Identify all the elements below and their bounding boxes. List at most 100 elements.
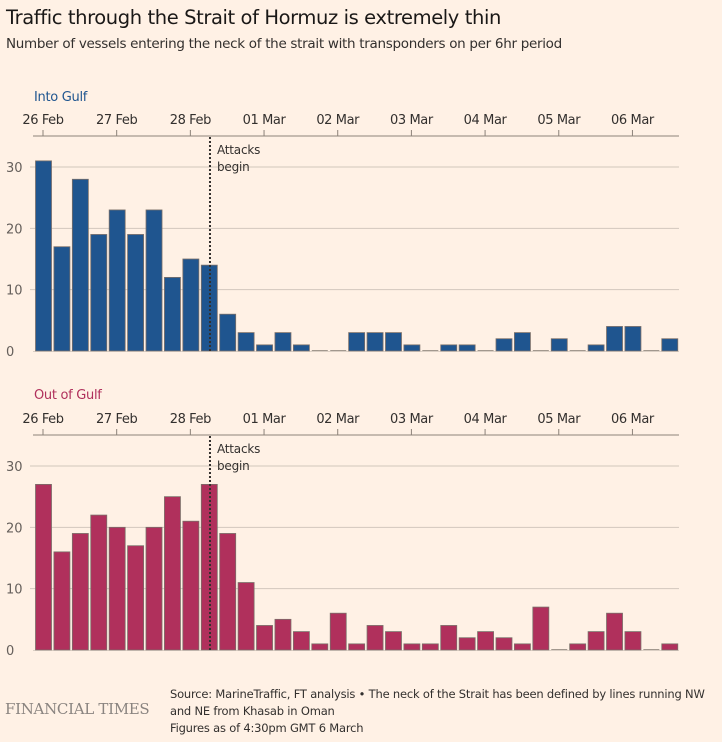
into-gulf-bar: [661, 338, 679, 352]
out-of-gulf-attacks-annotation-line2: begin: [217, 459, 250, 473]
into-gulf-bar: [495, 338, 513, 352]
into-gulf-x-tick-label: 01 Mar: [243, 113, 287, 128]
into-gulf-bar: [330, 350, 347, 351]
out-of-gulf-y-tick-label: 20: [6, 521, 23, 536]
source-footer: Source: MarineTraffic, FT analysis • The…: [170, 686, 710, 737]
out-of-gulf-bar: [440, 625, 458, 651]
out-of-gulf-bar: [219, 533, 237, 651]
into-gulf-bar: [606, 326, 623, 352]
into-gulf-attacks-annotation-line2: begin: [217, 160, 250, 174]
out-of-gulf-bar: [514, 643, 531, 651]
into-gulf-bar: [127, 234, 144, 352]
into-gulf-bar: [385, 332, 402, 352]
out-of-gulf-x-tick-label: 06 Mar: [611, 412, 655, 427]
out-of-gulf-bar: [477, 631, 494, 651]
chart-subtitle: Number of vessels entering the neck of t…: [6, 36, 562, 52]
into-gulf-bar: [237, 332, 255, 352]
into-gulf-bar: [274, 332, 292, 352]
out-of-gulf-x-tick-label: 28 Feb: [170, 412, 211, 427]
out-of-gulf-bar: [292, 631, 310, 651]
into-gulf-x-tick-label: 26 Feb: [22, 113, 63, 128]
out-of-gulf-x-tick-label: 26 Feb: [22, 412, 63, 427]
into-gulf-x-tick-label: 04 Mar: [464, 113, 508, 128]
out-of-gulf-bar: [551, 649, 568, 650]
into-gulf-bar: [514, 332, 531, 352]
out-of-gulf-bar: [661, 643, 679, 651]
figures-note: Figures as of 4:30pm GMT 6 March: [170, 721, 364, 735]
out-of-gulf-y-tick-label: 10: [6, 583, 23, 598]
out-of-gulf-bar: [35, 483, 52, 651]
out-of-gulf-bar: [145, 526, 163, 651]
into-gulf-y-tick-label: 30: [6, 161, 23, 176]
out-of-gulf-bar: [385, 631, 402, 651]
source-line-1: Source: MarineTraffic, FT analysis • The…: [170, 687, 705, 701]
into-gulf-bar: [587, 344, 605, 352]
into-gulf-x-tick-label: 02 Mar: [316, 113, 360, 128]
into-gulf-bar: [624, 326, 642, 352]
into-gulf-bar: [643, 350, 660, 351]
chart-title: Traffic through the Strait of Hormuz is …: [6, 6, 501, 29]
into-gulf-bar: [458, 344, 476, 352]
into-gulf-y-tick-label: 10: [6, 284, 23, 299]
into-gulf-bar: [550, 338, 568, 352]
into-gulf-bar: [422, 350, 439, 351]
into-gulf-bar: [477, 350, 494, 351]
into-gulf-bar: [219, 313, 237, 352]
into-gulf-x-tick-label: 06 Mar: [611, 113, 655, 128]
out-of-gulf-bar: [348, 643, 366, 651]
ft-logo: FINANCIAL TIMES: [5, 700, 150, 718]
into-gulf-bar: [71, 178, 89, 352]
into-gulf-y-tick-label: 0: [6, 345, 14, 360]
into-gulf-x-tick-label: 28 Feb: [170, 113, 211, 128]
out-of-gulf-x-tick-label: 04 Mar: [464, 412, 508, 427]
out-of-gulf-bar: [587, 631, 605, 651]
into-gulf-bar: [366, 332, 384, 352]
out-of-gulf-bar: [164, 496, 181, 651]
into-gulf-bar: [403, 344, 421, 352]
out-of-gulf-bar: [127, 545, 144, 651]
out-of-gulf-bar: [495, 637, 513, 651]
out-of-gulf-bar: [403, 643, 421, 651]
out-of-gulf-bar: [90, 514, 108, 651]
into-gulf-bar: [532, 350, 549, 351]
out-of-gulf-x-tick-label: 03 Mar: [390, 412, 434, 427]
out-of-gulf-bar: [53, 551, 71, 651]
out-of-gulf-x-tick-label: 05 Mar: [537, 412, 581, 427]
source-line-2: and NE from Khasab in Oman: [170, 704, 335, 718]
into-gulf-bar: [35, 160, 52, 352]
into-gulf-x-tick-label: 27 Feb: [96, 113, 137, 128]
out-of-gulf-bar: [624, 631, 642, 651]
into-gulf-attacks-annotation-line1: Attacks: [217, 143, 260, 157]
out-of-gulf-bar: [311, 643, 329, 651]
into-gulf-bar: [440, 344, 458, 352]
out-of-gulf-bar: [329, 612, 347, 651]
out-of-gulf-bar: [458, 637, 476, 651]
out-of-gulf-bar: [256, 625, 273, 651]
out-of-gulf-y-tick-label: 0: [6, 644, 14, 659]
into-gulf-bar: [53, 246, 71, 352]
out-of-gulf-bar: [532, 606, 550, 651]
out-of-gulf-x-tick-label: 27 Feb: [96, 412, 137, 427]
into-gulf-bar: [182, 258, 200, 352]
out-of-gulf-bar: [643, 649, 660, 650]
out-of-gulf-bar: [274, 618, 292, 651]
into-gulf-x-tick-label: 05 Mar: [537, 113, 581, 128]
into-gulf-bar: [292, 344, 310, 352]
into-gulf-bar: [311, 350, 328, 351]
into-gulf-bar: [90, 234, 108, 352]
out-of-gulf-y-tick-label: 30: [6, 460, 23, 475]
out-of-gulf-x-tick-label: 02 Mar: [316, 412, 360, 427]
out-of-gulf-bar: [421, 643, 439, 651]
into-gulf-bar: [569, 350, 586, 351]
out-of-gulf-series-label: Out of Gulf: [34, 388, 102, 403]
out-of-gulf-bar: [366, 625, 384, 651]
into-gulf-series-label: Into Gulf: [34, 90, 88, 105]
into-gulf-bar: [108, 209, 126, 352]
into-gulf-bar: [145, 209, 163, 352]
out-of-gulf-bar: [108, 526, 126, 651]
into-gulf-y-tick-label: 20: [6, 222, 23, 237]
into-gulf-bar: [348, 332, 366, 352]
out-of-gulf-bar: [71, 533, 89, 651]
out-of-gulf-bar: [569, 643, 587, 651]
